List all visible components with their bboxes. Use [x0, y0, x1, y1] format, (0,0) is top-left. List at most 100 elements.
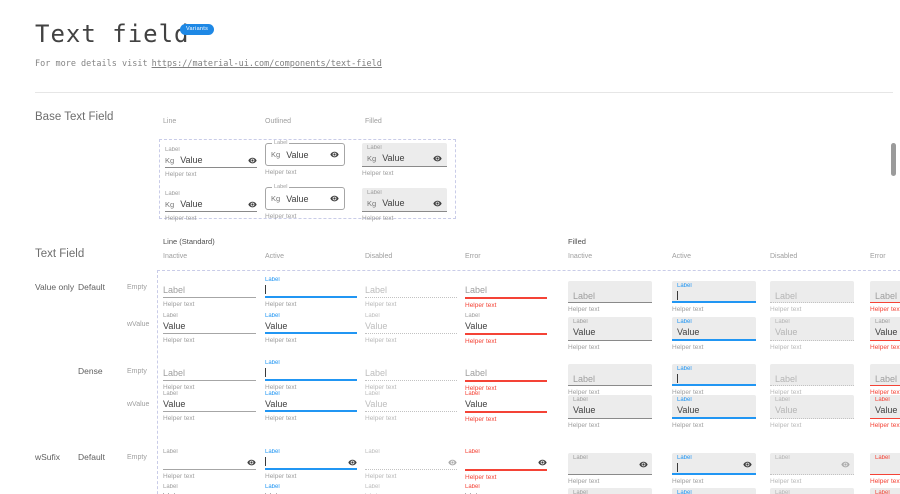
- base-textfield-filled[interactable]: Label Kg Value Helper text: [362, 188, 447, 223]
- field-input[interactable]: [875, 462, 900, 474]
- field-input[interactable]: Value: [465, 491, 547, 494]
- field-input[interactable]: Label: [163, 367, 256, 379]
- field-input[interactable]: Kg Value: [165, 154, 257, 166]
- visibility-icon[interactable]: [348, 458, 357, 467]
- field-input[interactable]: [677, 290, 751, 302]
- base-textfield-filled[interactable]: Label Kg Value Helper text: [362, 143, 447, 178]
- scrollbar-thumb[interactable]: [891, 143, 896, 176]
- field-input[interactable]: Value: [775, 326, 849, 338]
- field-input[interactable]: [265, 367, 357, 379]
- textfield-filled-disabled[interactable]: Label Helper text: [770, 360, 854, 397]
- field-box[interactable]: Label: [672, 453, 756, 475]
- textfield-line-disabled[interactable]: Label Helper text: [365, 277, 457, 309]
- base-textfield-outlined[interactable]: Label Kg Value Helper text: [265, 140, 345, 177]
- textfield-line-active[interactable]: Label Value Helper text: [265, 313, 357, 345]
- field-input[interactable]: [365, 456, 457, 468]
- field-input[interactable]: Value: [265, 398, 357, 410]
- field-input[interactable]: Label: [573, 290, 647, 302]
- field-box[interactable]: Label: [672, 364, 756, 386]
- textfield-filled-active[interactable]: Label Helper text: [672, 449, 756, 486]
- field-input[interactable]: [465, 456, 547, 468]
- visibility-icon[interactable]: [248, 156, 257, 165]
- base-textfield-line[interactable]: Label Kg Value Helper text: [165, 191, 257, 223]
- field-input[interactable]: Value: [163, 491, 256, 494]
- field-box[interactable]: Label: [770, 364, 854, 386]
- field-box[interactable]: Label: [672, 281, 756, 303]
- field-input[interactable]: Label: [465, 367, 547, 379]
- field-input[interactable]: [677, 462, 751, 474]
- field-input[interactable]: Value: [677, 404, 751, 416]
- base-textfield-outlined[interactable]: Label Kg Value Helper text: [265, 184, 345, 221]
- visibility-icon[interactable]: [639, 460, 648, 469]
- field-input[interactable]: Value: [265, 491, 357, 494]
- visibility-icon[interactable]: [841, 460, 850, 469]
- field-input[interactable]: Value: [365, 398, 457, 410]
- field-input[interactable]: Label: [875, 290, 900, 302]
- textfield-filled-inactive[interactable]: Label Value Helper text: [568, 391, 652, 430]
- field-input[interactable]: Label Kg Value: [265, 184, 345, 210]
- textfield-line-inactive[interactable]: Label Helper text: [163, 277, 256, 309]
- field-box[interactable]: Label: [870, 281, 900, 303]
- field-input[interactable]: Label: [573, 373, 647, 385]
- field-input[interactable]: Value: [465, 320, 547, 332]
- textfield-filled-active[interactable]: Label Helper text: [672, 360, 756, 397]
- docs-link[interactable]: https://material-ui.com/components/text-…: [151, 59, 382, 69]
- field-input[interactable]: Value: [875, 404, 900, 416]
- textfield-filled-inactive[interactable]: Label Value Helper text: [568, 313, 652, 352]
- visibility-icon[interactable]: [433, 154, 442, 163]
- field-input[interactable]: Value: [573, 404, 647, 416]
- textfield-filled-inactive[interactable]: Label Helper text: [568, 360, 652, 397]
- visibility-icon[interactable]: [247, 458, 256, 467]
- field-input[interactable]: Label Kg Value: [265, 140, 345, 166]
- field-input[interactable]: [163, 456, 256, 468]
- textfield-line-disabled[interactable]: Label Helper text: [365, 360, 457, 392]
- visibility-icon[interactable]: [330, 150, 339, 159]
- textfield-line-active[interactable]: Label Helper text: [265, 360, 357, 392]
- field-box[interactable]: Label: [568, 453, 652, 475]
- textfield-line-inactive[interactable]: Label Helper text: [163, 449, 256, 481]
- field-input[interactable]: Label: [163, 284, 256, 296]
- textfield-filled-inactive[interactable]: Label Helper text: [568, 449, 652, 486]
- field-input[interactable]: Value: [265, 320, 357, 332]
- visibility-icon[interactable]: [538, 458, 547, 467]
- textfield-filled-disabled[interactable]: Label Helper text: [770, 449, 854, 486]
- visibility-icon[interactable]: [433, 199, 442, 208]
- field-input[interactable]: Value: [775, 404, 849, 416]
- textfield-line-error[interactable]: Label Helper text: [465, 360, 547, 393]
- field-box[interactable]: Label: [770, 453, 854, 475]
- textfield-line-disabled[interactable]: Label Helper text: [365, 449, 457, 481]
- field-input[interactable]: [573, 462, 647, 474]
- field-input[interactable]: Label: [365, 284, 457, 296]
- field-input[interactable]: Value: [677, 326, 751, 338]
- textfield-filled-disabled[interactable]: Label Helper text: [770, 277, 854, 314]
- field-input[interactable]: Label Kg Value: [362, 143, 447, 167]
- visibility-icon[interactable]: [448, 458, 457, 467]
- field-input[interactable]: Value: [365, 491, 457, 494]
- textfield-filled-active[interactable]: Label Helper text: [672, 277, 756, 314]
